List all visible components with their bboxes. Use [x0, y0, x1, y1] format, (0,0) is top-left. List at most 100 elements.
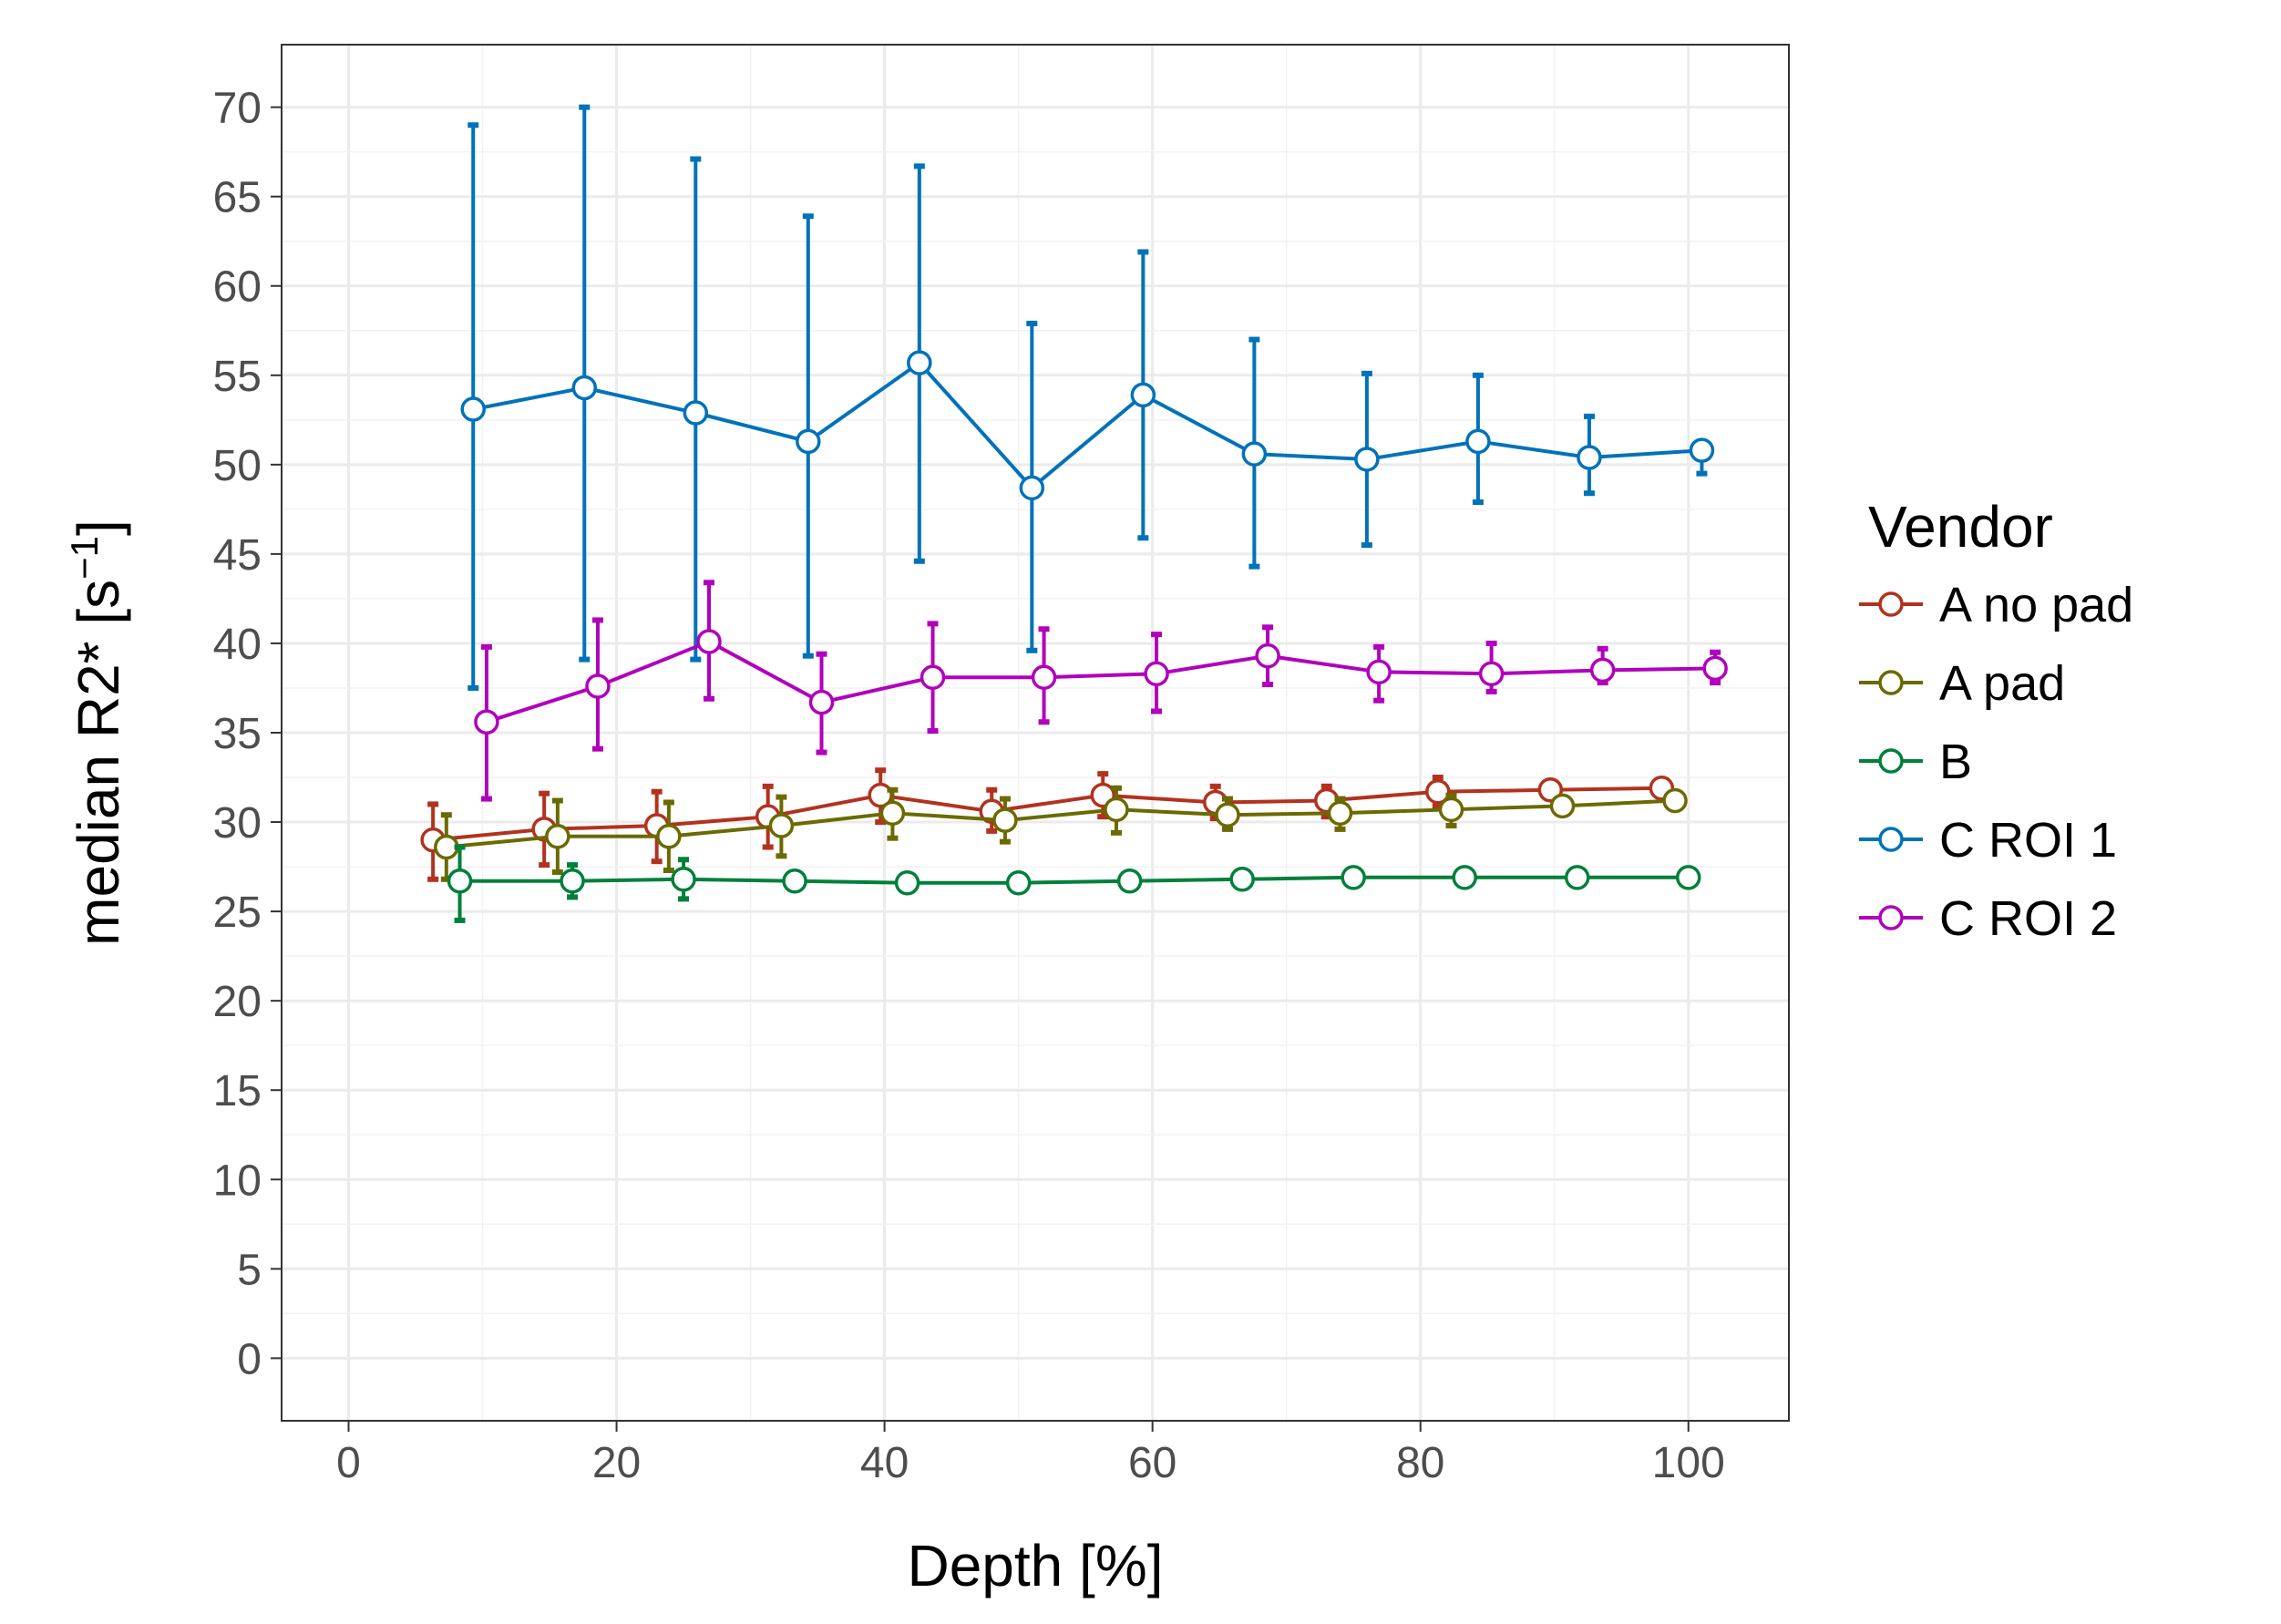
- data-point: [1465, 428, 1491, 455]
- data-point: [1354, 447, 1380, 472]
- axes: 0 20 40 60 80 100 0 5 10 15 20 25 30 35 40 45 50 55 60 65 70: [213, 85, 1725, 1487]
- data-point: [560, 869, 585, 894]
- y-axis-title-main: median R2* [s: [66, 580, 131, 946]
- grid: [282, 45, 1789, 1421]
- data-point: [1366, 659, 1392, 685]
- data-point: [796, 428, 821, 455]
- data-point: [1031, 664, 1057, 690]
- data-point: [1564, 865, 1590, 890]
- x-tick-label: 40: [860, 1439, 909, 1487]
- data-point: [894, 869, 920, 896]
- legend-label: B: [1939, 735, 1972, 789]
- data-point: [1229, 867, 1255, 892]
- data-point: [434, 834, 459, 860]
- y-tick-label: 10: [213, 1156, 262, 1205]
- series-b: [447, 844, 1701, 923]
- data-point: [585, 673, 611, 699]
- data-point: [1327, 800, 1353, 826]
- data-point: [1589, 657, 1616, 684]
- data-point: [474, 709, 499, 735]
- data-point: [1215, 802, 1240, 827]
- legend-item-b: B: [1859, 735, 1972, 789]
- legend-label: A no pad: [1939, 578, 2133, 632]
- legend-title: Vendor: [1868, 494, 2053, 560]
- legend-item-c-roi-2: C ROI 2: [1859, 891, 2117, 946]
- data-point: [1104, 797, 1129, 823]
- data-point: [1241, 441, 1268, 467]
- data-point: [1255, 642, 1280, 669]
- data-point: [1005, 869, 1032, 896]
- series-layer: [420, 104, 1728, 923]
- data-point: [907, 350, 932, 375]
- data-point: [1675, 865, 1701, 890]
- series-line: [459, 875, 1689, 885]
- legend-key-marker: [1878, 591, 1904, 617]
- data-point: [1019, 475, 1045, 501]
- data-point: [1577, 445, 1602, 470]
- y-tick-label: 50: [213, 442, 262, 490]
- legend-key-marker: [1878, 827, 1904, 852]
- data-point: [447, 869, 473, 894]
- y-tick-label: 55: [213, 353, 262, 401]
- legend-label: C ROI 2: [1939, 891, 2117, 946]
- x-axis-title: Depth [%]: [907, 1533, 1163, 1598]
- legend: A no pad A pad B C ROI 1 C ROI 2: [1859, 578, 2133, 946]
- series-line: [486, 639, 1716, 725]
- data-point: [545, 823, 570, 849]
- y-tick-label: 30: [213, 799, 262, 848]
- data-point: [920, 664, 946, 690]
- legend-item-a-no-pad: A no pad: [1859, 578, 2133, 632]
- legend-key-marker: [1878, 670, 1904, 695]
- y-tick-label: 65: [213, 174, 262, 222]
- data-point: [1452, 865, 1477, 890]
- legend-item-a-pad: A pad: [1859, 656, 2065, 711]
- data-point: [460, 396, 486, 422]
- y-tick-label: 0: [237, 1335, 262, 1383]
- legend-key-marker: [1878, 905, 1904, 930]
- y-tick-label: 60: [213, 263, 262, 312]
- series-line: [446, 798, 1676, 849]
- data-point: [656, 823, 682, 849]
- x-tick-label: 20: [592, 1439, 641, 1487]
- y-tick-label: 35: [213, 710, 262, 758]
- x-tick-label: 100: [1652, 1439, 1725, 1487]
- data-point: [1702, 655, 1728, 682]
- y-tick-label: 45: [213, 531, 262, 580]
- data-point: [696, 629, 722, 654]
- y-tick-label: 5: [237, 1246, 262, 1294]
- data-point: [1478, 661, 1505, 687]
- data-point: [1425, 778, 1451, 805]
- data-point: [1116, 869, 1143, 894]
- series-c-roi-1: [460, 104, 1715, 691]
- data-point: [571, 375, 598, 401]
- data-point: [1130, 382, 1156, 408]
- data-point: [1341, 865, 1366, 890]
- x-tick-label: 60: [1128, 1439, 1176, 1487]
- series-c-roi-2: [474, 580, 1728, 802]
- data-point: [1662, 787, 1688, 814]
- y-tick-label: 40: [213, 621, 262, 669]
- y-tick-label: 20: [213, 978, 262, 1026]
- y-tick-label: 25: [213, 889, 262, 937]
- data-point: [768, 813, 795, 838]
- data-point: [1438, 797, 1464, 823]
- x-tick-label: 0: [336, 1439, 361, 1487]
- data-point: [879, 800, 906, 826]
- series-line: [432, 786, 1662, 842]
- y-axis-title-superscript: −1: [63, 536, 106, 580]
- series-line: [472, 360, 1702, 491]
- legend-label: A pad: [1939, 656, 2065, 711]
- series-a-pad: [434, 785, 1688, 882]
- legend-item-c-roi-1: C ROI 1: [1859, 813, 2117, 868]
- legend-label: C ROI 1: [1939, 813, 2117, 868]
- data-point: [808, 689, 835, 715]
- data-point: [671, 867, 696, 892]
- data-point: [1144, 661, 1169, 687]
- x-tick-label: 80: [1396, 1439, 1444, 1487]
- y-axis-title: median R2* [s−1]: [63, 519, 132, 946]
- data-point: [782, 869, 807, 894]
- data-point: [992, 807, 1018, 833]
- data-point: [1549, 793, 1576, 819]
- y-axis-title-close: ]: [66, 519, 131, 536]
